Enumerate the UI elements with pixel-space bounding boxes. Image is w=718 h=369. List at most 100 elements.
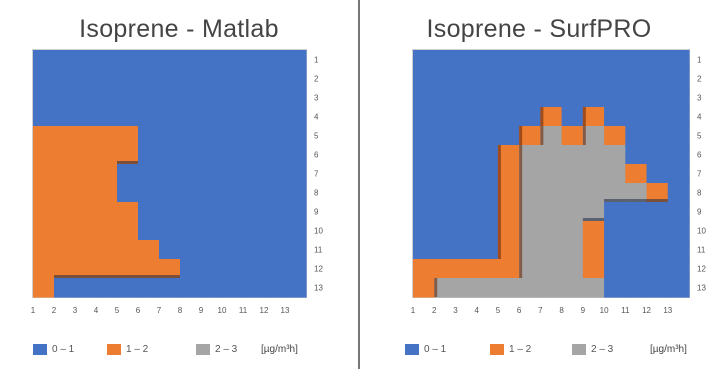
heatmap-cell bbox=[604, 107, 626, 127]
heatmap-shade bbox=[540, 107, 544, 126]
heatmap-cell bbox=[285, 145, 307, 165]
heatmap-cell bbox=[646, 221, 669, 241]
heatmap-cell bbox=[497, 145, 520, 165]
heatmap-cell bbox=[476, 126, 499, 146]
heatmap-cell bbox=[646, 107, 669, 127]
heatmap-shade bbox=[497, 183, 501, 202]
x-tick-label: 13 bbox=[663, 306, 672, 315]
heatmap-cell bbox=[434, 69, 457, 89]
heatmap-cell bbox=[413, 278, 435, 298]
legend-label: 1 – 2 bbox=[126, 344, 149, 355]
heatmap-cell bbox=[33, 202, 55, 222]
heatmap-cell bbox=[264, 145, 286, 165]
heatmap-cell bbox=[625, 69, 648, 89]
heatmap-cell bbox=[117, 183, 139, 203]
heatmap-cell bbox=[243, 126, 265, 146]
heatmap-cell bbox=[413, 259, 435, 279]
heatmap-cell bbox=[264, 164, 286, 184]
heatmap-cell bbox=[138, 107, 160, 127]
heatmap-cell bbox=[497, 88, 520, 108]
legend-label: 2 – 3 bbox=[591, 344, 614, 355]
matlab-chart-panel: Isoprene - Matlab 1 2 3 4 5 6 7 8 9 10 11 12 13 1 2 3 4 5… bbox=[30, 0, 359, 369]
heatmap-cell bbox=[243, 50, 265, 70]
x-tick-label: 11 bbox=[621, 306, 630, 315]
heatmap-cell bbox=[96, 145, 118, 165]
heatmap-cell bbox=[540, 240, 563, 260]
legend-swatch-mid bbox=[107, 344, 121, 355]
heatmap-cell bbox=[159, 164, 181, 184]
heatmap-cell bbox=[667, 259, 690, 279]
heatmap-cell bbox=[561, 259, 584, 279]
heatmap-cell bbox=[582, 107, 605, 127]
heatmap-cell bbox=[519, 107, 541, 127]
heatmap-cell bbox=[285, 88, 307, 108]
heatmap-shade bbox=[497, 221, 501, 240]
heatmap-cell bbox=[604, 202, 626, 222]
heatmap-cell bbox=[455, 183, 478, 203]
chart-title: Isoprene - Matlab bbox=[79, 15, 279, 43]
heatmap-cell bbox=[497, 69, 520, 89]
heatmap-cell bbox=[54, 126, 76, 146]
heatmap-cell bbox=[243, 145, 265, 165]
heatmap-cell bbox=[138, 202, 160, 222]
heatmap-cell bbox=[201, 240, 223, 260]
heatmap-cell bbox=[582, 221, 605, 241]
heatmap-cell bbox=[33, 164, 55, 184]
heatmap-cell bbox=[519, 164, 541, 184]
heatmap-cell bbox=[54, 240, 76, 260]
heatmap-cell bbox=[117, 240, 139, 260]
y-tick-label: 4 bbox=[697, 113, 702, 122]
heatmap-cell bbox=[667, 126, 690, 146]
heatmap-cell bbox=[561, 221, 584, 241]
x-tick-label: 4 bbox=[94, 306, 99, 315]
heatmap-cell bbox=[201, 221, 223, 241]
heatmap-cell bbox=[604, 50, 626, 70]
heatmap-shade bbox=[497, 164, 501, 183]
legend-label: 1 – 2 bbox=[509, 344, 532, 355]
heatmap-cell bbox=[540, 221, 563, 241]
heatmap-shade bbox=[497, 202, 501, 221]
legend-item-high: 2 – 3 bbox=[196, 344, 237, 355]
heatmap-cell bbox=[667, 202, 690, 222]
heatmap-cell bbox=[285, 278, 307, 298]
heatmap-shade bbox=[519, 221, 523, 240]
heatmap-cell bbox=[540, 88, 563, 108]
heatmap-cell bbox=[138, 126, 160, 146]
y-tick-label: 11 bbox=[314, 246, 323, 255]
heatmap-cell bbox=[75, 107, 97, 127]
heatmap-cell bbox=[519, 221, 541, 241]
heatmap-shade bbox=[117, 275, 138, 278]
heatmap-shade bbox=[646, 199, 668, 202]
heatmap-cell bbox=[222, 145, 244, 165]
heatmap-cell bbox=[264, 126, 286, 146]
heatmap-cell bbox=[54, 50, 76, 70]
heatmap-cell bbox=[180, 107, 202, 127]
heatmap-cell bbox=[285, 164, 307, 184]
heatmap-cell bbox=[117, 164, 139, 184]
heatmap-cell bbox=[285, 50, 307, 70]
heatmap-shade bbox=[582, 107, 586, 126]
heatmap-cell bbox=[625, 145, 648, 165]
heatmap-cell bbox=[138, 221, 160, 241]
heatmap-shade bbox=[138, 275, 159, 278]
heatmap-cell bbox=[455, 69, 478, 89]
heatmap-cell bbox=[285, 221, 307, 241]
heatmap-cell bbox=[540, 107, 563, 127]
heatmap-cell bbox=[646, 126, 669, 146]
heatmap-cell bbox=[201, 278, 223, 298]
heatmap-cell bbox=[285, 240, 307, 260]
x-tick-label: 2 bbox=[52, 306, 57, 315]
surfpro-chart-panel: Isoprene - SurfPRO 1 2 3 4 5 6 7 8 9 10 11 12 13 1 2 3 4… bbox=[359, 0, 718, 369]
heatmap-cell bbox=[497, 278, 520, 298]
heatmap-cell bbox=[434, 278, 457, 298]
heatmap-shade bbox=[54, 275, 75, 278]
heatmap-cell bbox=[180, 145, 202, 165]
heatmap-cell bbox=[582, 50, 605, 70]
x-tick-label: 8 bbox=[559, 306, 564, 315]
heatmap-cell bbox=[646, 183, 669, 203]
legend-item-low: 0 – 1 bbox=[33, 344, 74, 355]
heatmap-cell bbox=[96, 221, 118, 241]
heatmap-cell bbox=[519, 240, 541, 260]
heatmap-cell bbox=[138, 164, 160, 184]
heatmap-cell bbox=[222, 183, 244, 203]
